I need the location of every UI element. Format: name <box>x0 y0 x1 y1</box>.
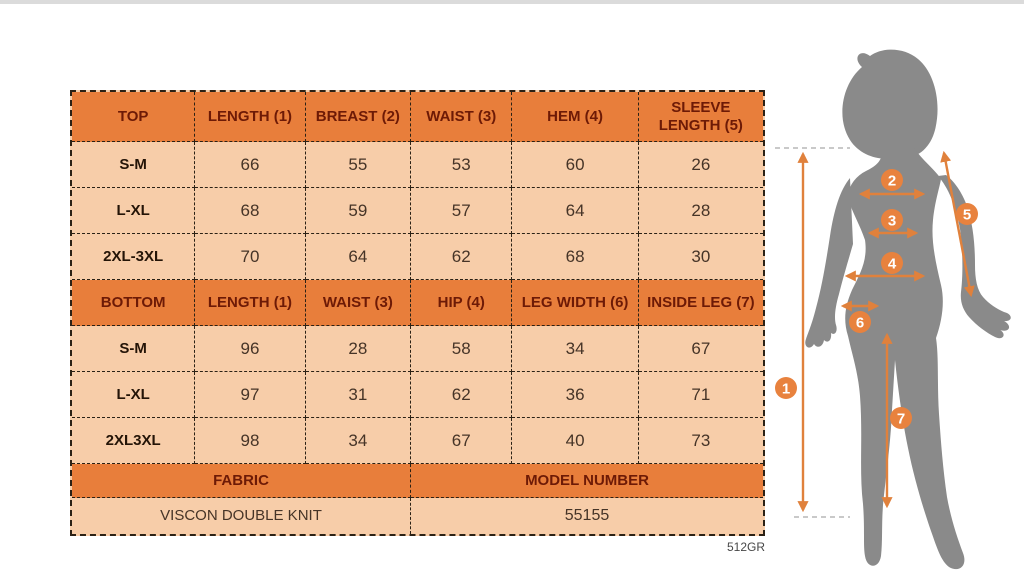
svg-text:2: 2 <box>888 173 896 190</box>
table-cell: 62 <box>411 372 513 418</box>
top-divider-line <box>0 0 1024 4</box>
table-cell: 59 <box>305 188 412 234</box>
table-cell: 97 <box>195 372 306 418</box>
marker-4: 4 <box>881 252 903 274</box>
marker-5: 5 <box>956 203 978 225</box>
arrow-sleeve-5 <box>940 150 975 298</box>
marker-1: 1 <box>775 377 797 399</box>
table-cell: 28 <box>638 188 763 234</box>
bottom-row-size: S-M <box>72 326 196 372</box>
bottom-row-size: 2XL3XL <box>72 418 196 464</box>
table-cell: 68 <box>512 234 639 280</box>
svg-text:3: 3 <box>888 213 896 230</box>
bottom-header-garment: BOTTOM <box>72 280 196 326</box>
fabric-header: FABRIC <box>72 464 412 498</box>
table-cell: 30 <box>638 234 763 280</box>
marker-7: 7 <box>890 407 912 429</box>
body-measurement-diagram: 1 2 3 4 5 6 7 <box>775 49 1011 570</box>
top-header-length: LENGTH (1) <box>195 92 306 142</box>
table-cell: 58 <box>411 326 513 372</box>
top-row-size: L-XL <box>72 188 196 234</box>
svg-text:5: 5 <box>963 207 971 224</box>
top-header-hem: HEM (4) <box>512 92 639 142</box>
table-cell: 67 <box>411 418 513 464</box>
size-chart-table: TOP LENGTH (1) BREAST (2) WAIST (3) HEM … <box>70 90 765 536</box>
model-value: 55155 <box>564 506 610 524</box>
bottom-row-size: L-XL <box>72 372 196 418</box>
svg-text:7: 7 <box>897 411 905 428</box>
table-cell: 64 <box>512 188 639 234</box>
top-header-sleeve: SLEEVE LENGTH (5) <box>638 92 763 142</box>
top-header-waist: WAIST (3) <box>411 92 513 142</box>
table-cell: 62 <box>411 234 513 280</box>
table-cell: 53 <box>411 142 513 188</box>
marker-6: 6 <box>849 311 871 333</box>
top-header-garment: TOP <box>72 92 196 142</box>
table-cell: 36 <box>512 372 639 418</box>
table-cell: 28 <box>305 326 412 372</box>
table-cell: 98 <box>195 418 306 464</box>
bottom-header-insideleg: INSIDE LEG (7) <box>638 280 763 326</box>
table-cell: 60 <box>512 142 639 188</box>
table-cell: 31 <box>305 372 412 418</box>
bottom-header-legwidth: LEG WIDTH (6) <box>512 280 639 326</box>
top-header-breast: BREAST (2) <box>305 92 412 142</box>
table-cell: 71 <box>638 372 763 418</box>
bottom-header-hip: HIP (4) <box>411 280 513 326</box>
table-cell: 67 <box>638 326 763 372</box>
svg-text:6: 6 <box>856 315 864 332</box>
female-silhouette <box>805 49 1011 570</box>
product-code: 512GR <box>726 540 765 554</box>
svg-text:4: 4 <box>888 256 897 273</box>
table-cell: 34 <box>305 418 412 464</box>
table-cell: 34 <box>512 326 639 372</box>
fabric-value: VISCON DOUBLE KNIT <box>72 498 412 534</box>
table-cell: 66 <box>195 142 306 188</box>
table-cell: 73 <box>638 418 763 464</box>
table-cell: 96 <box>195 326 306 372</box>
table-cell: 26 <box>638 142 763 188</box>
bottom-header-length: LENGTH (1) <box>195 280 306 326</box>
top-row-size: 2XL-3XL <box>72 234 196 280</box>
svg-text:1: 1 <box>782 381 790 398</box>
table-cell: 57 <box>411 188 513 234</box>
table-cell: 55 <box>305 142 412 188</box>
model-header: MODEL NUMBER <box>411 464 763 498</box>
table-cell: 64 <box>305 234 412 280</box>
marker-3: 3 <box>881 209 903 231</box>
table-cell: 70 <box>195 234 306 280</box>
top-row-size: S-M <box>72 142 196 188</box>
table-cell: 68 <box>195 188 306 234</box>
marker-2: 2 <box>881 169 903 191</box>
table-cell: 40 <box>512 418 639 464</box>
bottom-header-waist: WAIST (3) <box>305 280 412 326</box>
